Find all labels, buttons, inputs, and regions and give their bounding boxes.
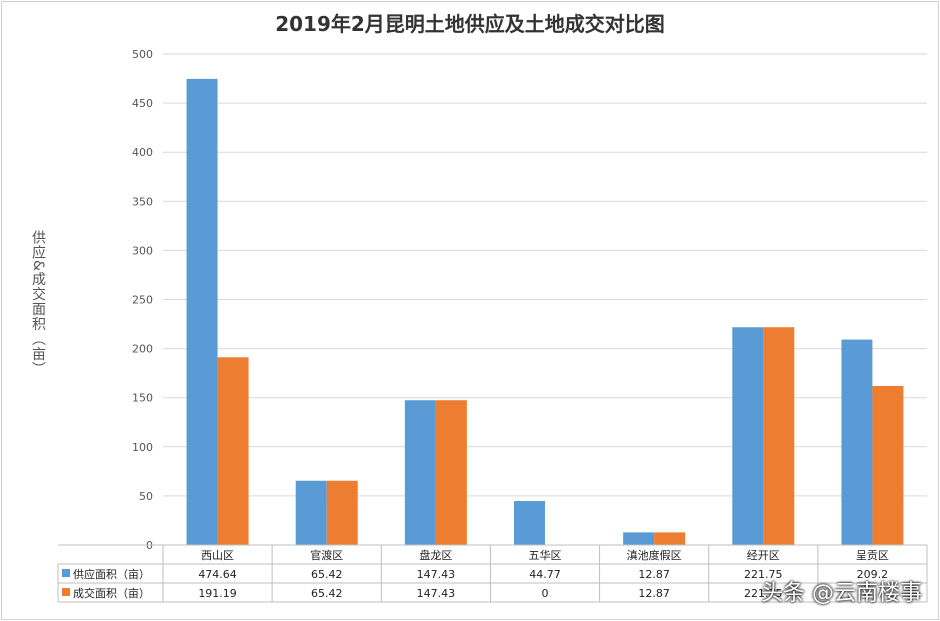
bar-deal [435,400,467,545]
y-tick-label: 100 [132,441,153,454]
legend-label: 供应面积（亩） [73,567,150,581]
data-label: 221.75 [744,587,783,600]
bar-supply [404,400,436,545]
x-tick-label: 西山区 [201,549,234,562]
bar-deal [763,327,795,545]
x-tick-label: 呈贡区 [856,549,889,562]
data-label: 147.43 [417,587,456,600]
data-label: 209.2 [857,568,889,581]
chart-title: 2019年2月昆明土地供应及土地成交对比图 [275,12,665,36]
data-label: 12.87 [638,587,670,600]
bar-supply [186,78,218,546]
y-tick-label: 50 [139,490,153,503]
y-tick-label: 400 [132,146,153,159]
y-tick-label: 500 [132,48,153,61]
bar-supply [623,532,655,545]
y-tick-label: 450 [132,97,153,110]
y-tick-label: 350 [132,195,153,208]
legend-swatch [62,569,70,577]
x-tick-label: 盘龙区 [419,548,452,562]
bar-deal [872,385,904,545]
x-tick-label: 滇池度假区 [627,548,682,562]
y-tick-label: 250 [132,294,153,307]
data-label: 65.42 [311,568,343,581]
legend-label: 成交面积（亩） [73,586,150,600]
bar-deal [654,532,686,545]
data-label: 474.64 [198,568,237,581]
data-label: 147.43 [417,568,456,581]
y-tick-label: 200 [132,343,153,356]
watermark: 头条 @云南楼事 [761,581,922,606]
data-label: 12.87 [638,568,670,581]
bar-supply [295,480,327,545]
data-label: 65.42 [311,587,343,600]
data-label: 191.19 [198,587,237,600]
bar-deal [217,357,249,545]
y-tick-label: 150 [132,392,153,405]
bar-supply [732,327,764,545]
x-tick-label: 官渡区 [310,548,343,562]
x-tick-label: 经开区 [747,549,780,562]
bar-supply [841,339,873,545]
y-tick-label: 300 [132,244,153,257]
y-axis-label: 供应&成交面积（亩） [30,230,46,377]
data-label: 44.77 [529,568,561,581]
data-label: 0 [542,587,549,600]
bar-supply [514,501,545,545]
data-label: 221.75 [744,568,783,581]
bar-deal [326,480,358,545]
legend-swatch [62,588,70,596]
x-tick-label: 五华区 [529,548,562,562]
